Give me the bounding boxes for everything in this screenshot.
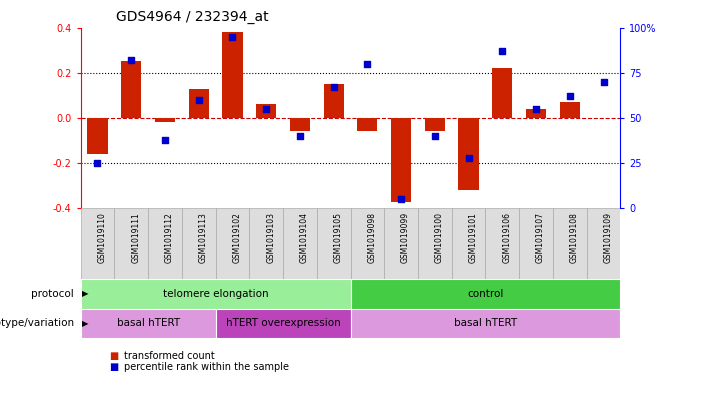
Bar xyxy=(81,208,114,279)
Bar xyxy=(81,309,216,338)
Text: basal hTERT: basal hTERT xyxy=(454,318,517,328)
Point xyxy=(531,106,542,112)
Bar xyxy=(256,104,276,118)
Text: ▶: ▶ xyxy=(82,289,88,298)
Point xyxy=(328,84,339,90)
Bar xyxy=(81,279,350,309)
Point xyxy=(261,106,272,112)
Bar xyxy=(121,61,142,118)
Bar xyxy=(559,102,580,118)
Point xyxy=(395,196,407,202)
Point xyxy=(497,48,508,54)
Text: GSM1019106: GSM1019106 xyxy=(503,212,511,263)
Bar xyxy=(324,84,343,118)
Bar xyxy=(425,118,445,131)
Text: GSM1019098: GSM1019098 xyxy=(367,212,376,263)
Text: GSM1019112: GSM1019112 xyxy=(165,212,174,263)
Text: GDS4964 / 232394_at: GDS4964 / 232394_at xyxy=(116,9,268,24)
Bar xyxy=(358,118,378,131)
Bar xyxy=(350,309,620,338)
Text: GSM1019099: GSM1019099 xyxy=(401,212,410,263)
Bar xyxy=(526,109,546,118)
Point xyxy=(159,136,170,143)
Point xyxy=(227,33,238,40)
Text: basal hTERT: basal hTERT xyxy=(116,318,179,328)
Text: protocol: protocol xyxy=(31,289,77,299)
Bar xyxy=(418,208,451,279)
Bar xyxy=(350,208,384,279)
Text: GSM1019105: GSM1019105 xyxy=(334,212,343,263)
Bar xyxy=(182,208,216,279)
Point xyxy=(294,133,306,139)
Text: hTERT overexpression: hTERT overexpression xyxy=(226,318,341,328)
Bar xyxy=(250,208,283,279)
Text: genotype/variation: genotype/variation xyxy=(0,318,77,328)
Text: GSM1019111: GSM1019111 xyxy=(131,212,140,263)
Bar xyxy=(216,309,350,338)
Bar xyxy=(350,279,620,309)
Bar xyxy=(283,208,317,279)
Bar xyxy=(222,32,243,118)
Bar xyxy=(391,118,411,202)
Bar xyxy=(155,118,175,122)
Text: GSM1019104: GSM1019104 xyxy=(300,212,309,263)
Point xyxy=(598,79,609,85)
Text: GSM1019109: GSM1019109 xyxy=(604,212,613,263)
Text: GSM1019100: GSM1019100 xyxy=(435,212,444,263)
Text: GSM1019102: GSM1019102 xyxy=(233,212,241,263)
Text: GSM1019113: GSM1019113 xyxy=(198,212,207,263)
Text: control: control xyxy=(468,289,503,299)
Text: GSM1019108: GSM1019108 xyxy=(570,212,579,263)
Bar xyxy=(216,208,250,279)
Text: GSM1019103: GSM1019103 xyxy=(266,212,275,263)
Bar xyxy=(492,68,512,118)
Point xyxy=(429,133,440,139)
Text: GSM1019107: GSM1019107 xyxy=(536,212,545,263)
Bar xyxy=(519,208,553,279)
Bar xyxy=(384,208,418,279)
Point xyxy=(125,57,137,63)
Bar xyxy=(553,208,587,279)
Bar xyxy=(451,208,485,279)
Text: ■: ■ xyxy=(109,351,118,361)
Point xyxy=(193,97,204,103)
Bar xyxy=(290,118,310,131)
Bar xyxy=(148,208,182,279)
Text: ■: ■ xyxy=(109,362,118,373)
Text: transformed count: transformed count xyxy=(124,351,215,361)
Text: ▶: ▶ xyxy=(82,319,88,328)
Bar xyxy=(189,88,209,118)
Point xyxy=(564,93,576,99)
Text: GSM1019110: GSM1019110 xyxy=(97,212,107,263)
Bar xyxy=(317,208,350,279)
Bar xyxy=(485,208,519,279)
Bar xyxy=(587,208,620,279)
Bar xyxy=(458,118,479,190)
Point xyxy=(463,154,474,161)
Bar xyxy=(114,208,148,279)
Bar xyxy=(88,118,108,154)
Point xyxy=(362,61,373,67)
Text: GSM1019101: GSM1019101 xyxy=(468,212,477,263)
Text: percentile rank within the sample: percentile rank within the sample xyxy=(124,362,289,373)
Text: telomere elongation: telomere elongation xyxy=(163,289,268,299)
Point xyxy=(92,160,103,166)
